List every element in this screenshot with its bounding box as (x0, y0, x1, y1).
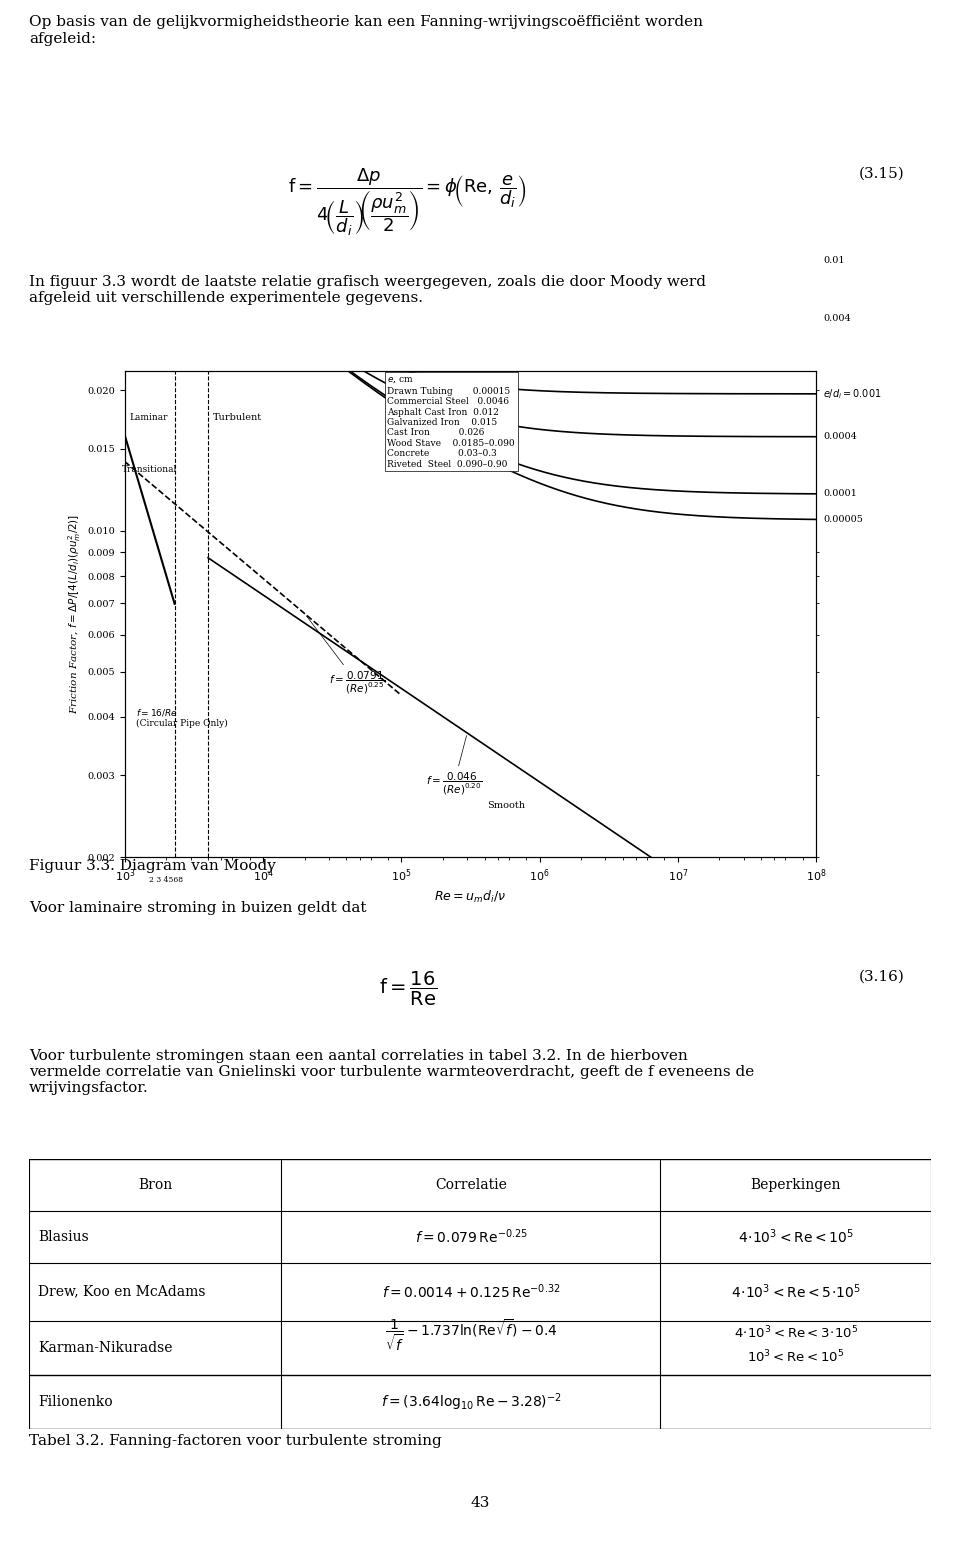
Text: $f = 0.0014 + 0.125\,\mathrm{Re}^{-0.32}$: $f = 0.0014 + 0.125\,\mathrm{Re}^{-0.32}… (382, 1282, 561, 1301)
Text: $\dfrac{1}{\sqrt{f}} - 1.737\ln(\mathrm{Re}\sqrt{f}) - 0.4$: $\dfrac{1}{\sqrt{f}} - 1.737\ln(\mathrm{… (385, 1318, 558, 1353)
Text: $f = \dfrac{0.046}{(Re)^{0.20}}$: $f = \dfrac{0.046}{(Re)^{0.20}}$ (425, 735, 482, 797)
Text: 0.0001: 0.0001 (823, 490, 857, 499)
Text: $10^3 < \mathrm{Re} < 10^5$: $10^3 < \mathrm{Re} < 10^5$ (747, 1349, 845, 1364)
Text: Figuur 3.3. Diagram van Moody: Figuur 3.3. Diagram van Moody (29, 859, 276, 873)
Text: 0.0004: 0.0004 (823, 433, 857, 442)
Y-axis label: Friction Factor, $f = \Delta P / [4(L/d_i)(\rho u_m^2/2)]$: Friction Factor, $f = \Delta P / [4(L/d_… (66, 514, 84, 714)
Text: 43: 43 (470, 1496, 490, 1509)
Text: Drew, Koo en McAdams: Drew, Koo en McAdams (37, 1285, 205, 1299)
Text: $f = 0.079\,\mathrm{Re}^{-0.25}$: $f = 0.079\,\mathrm{Re}^{-0.25}$ (415, 1227, 527, 1245)
Text: Turbulent: Turbulent (212, 413, 262, 422)
Text: Filionenko: Filionenko (37, 1395, 112, 1409)
Text: (3.15): (3.15) (858, 167, 904, 181)
Text: Bron: Bron (138, 1177, 172, 1191)
Text: $4\!\cdot\!10^3 < \mathrm{Re} < 3\!\cdot\!10^5$: $4\!\cdot\!10^3 < \mathrm{Re} < 3\!\cdot… (733, 1324, 858, 1341)
Text: Tabel 3.2. Fanning-factoren voor turbulente stroming: Tabel 3.2. Fanning-factoren voor turbule… (29, 1434, 442, 1448)
Text: (3.16): (3.16) (858, 970, 904, 984)
Text: Karman-Nikuradse: Karman-Nikuradse (37, 1341, 173, 1355)
Text: 0.00005: 0.00005 (823, 514, 863, 524)
Text: In figuur 3.3 wordt de laatste relatie grafisch weergegeven, zoals die door Mood: In figuur 3.3 wordt de laatste relatie g… (29, 275, 706, 306)
Text: $f = (3.64\log_{10}\mathrm{Re} - 3.28)^{-2}$: $f = (3.64\log_{10}\mathrm{Re} - 3.28)^{… (380, 1392, 562, 1412)
Text: 0.01: 0.01 (823, 256, 845, 264)
Text: Smooth: Smooth (488, 802, 525, 810)
Text: $e$, cm
Drawn Tubing       0.00015
Commercial Steel   0.0046
Asphalt Cast Iron  : $e$, cm Drawn Tubing 0.00015 Commercial … (388, 375, 516, 468)
Text: $\mathrm{f} = \dfrac{\Delta p}{4\!\left(\dfrac{L}{d_i}\right)\!\!\left(\dfrac{\r: $\mathrm{f} = \dfrac{\Delta p}{4\!\left(… (288, 167, 527, 238)
Text: $\mathrm{f} = \dfrac{16}{\mathrm{Re}}$: $\mathrm{f} = \dfrac{16}{\mathrm{Re}}$ (378, 970, 437, 1007)
Text: Op basis van de gelijkvormigheidstheorie kan een Fanning-wrijvingscoëfficiënt wo: Op basis van de gelijkvormigheidstheorie… (29, 15, 703, 46)
Text: Voor laminaire stroming in buizen geldt dat: Voor laminaire stroming in buizen geldt … (29, 901, 367, 915)
Text: Beperkingen: Beperkingen (751, 1177, 841, 1191)
Text: 0.004: 0.004 (823, 314, 851, 323)
Text: Laminar: Laminar (130, 413, 168, 422)
Text: Transitional: Transitional (122, 465, 177, 474)
Text: $f = 16/Re$
(Circular Pipe Only): $f = 16/Re$ (Circular Pipe Only) (135, 708, 228, 728)
Text: Voor turbulente stromingen staan een aantal correlaties in tabel 3.2. In de hier: Voor turbulente stromingen staan een aan… (29, 1049, 754, 1095)
Text: 2 3 4568: 2 3 4568 (150, 876, 183, 884)
Text: Blasius: Blasius (37, 1230, 88, 1244)
Text: $4\!\cdot\!10^3 < \mathrm{Re} < 10^5$: $4\!\cdot\!10^3 < \mathrm{Re} < 10^5$ (738, 1227, 853, 1245)
Text: $4\!\cdot\!10^3 < \mathrm{Re} < 5\!\cdot\!10^5$: $4\!\cdot\!10^3 < \mathrm{Re} < 5\!\cdot… (731, 1282, 861, 1301)
X-axis label: $Re = u_m d_i / \nu$: $Re = u_m d_i / \nu$ (434, 890, 507, 905)
Text: $e/d_i = 0.001$: $e/d_i = 0.001$ (823, 386, 881, 400)
Text: Correlatie: Correlatie (435, 1177, 507, 1191)
Text: $f = \dfrac{0.0791}{(Re)^{0.25}}$: $f = \dfrac{0.0791}{(Re)^{0.25}}$ (306, 616, 385, 695)
